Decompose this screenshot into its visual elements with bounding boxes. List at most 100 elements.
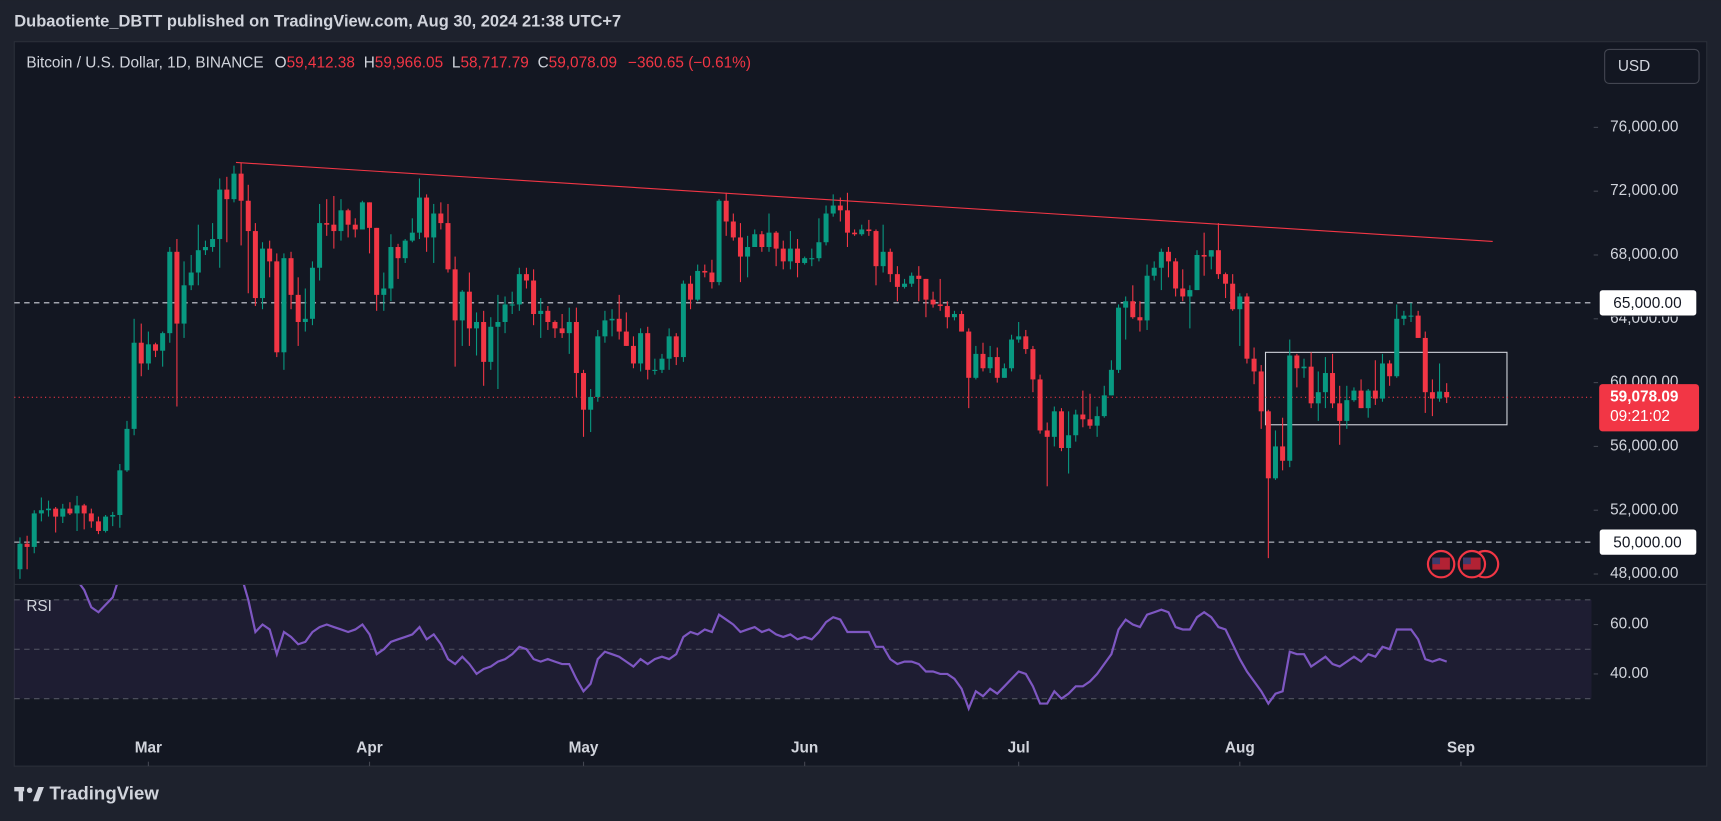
- candle-body: [352, 224, 358, 230]
- candle-body: [1016, 336, 1022, 340]
- legend-value: 58,717.79: [460, 55, 528, 72]
- candle-body: [987, 357, 993, 369]
- candle-body: [816, 242, 822, 259]
- legend-key: C: [538, 55, 549, 72]
- candle-body: [1230, 283, 1236, 310]
- x-tick-label: May: [569, 740, 599, 757]
- candle-body: [74, 505, 80, 514]
- chart-panel: [13, 41, 1708, 767]
- candle-body: [1009, 339, 1015, 369]
- rsi-name: RSI: [26, 598, 52, 615]
- candle-body: [745, 247, 751, 257]
- candle-body: [331, 224, 337, 232]
- candle-body: [438, 213, 444, 224]
- candle-body: [566, 321, 572, 334]
- candle-body: [795, 248, 801, 263]
- y-tick-label: 56,000.00: [1610, 437, 1678, 454]
- candle-body: [1223, 274, 1229, 284]
- candle-body: [709, 272, 715, 283]
- candle-body: [595, 336, 601, 397]
- candle-body: [538, 310, 544, 315]
- candle-body: [1365, 390, 1371, 409]
- last-price-box: [1599, 384, 1700, 432]
- candle-body: [552, 321, 558, 329]
- candle-body: [916, 275, 922, 279]
- candle-body: [288, 258, 294, 295]
- candle-body: [1244, 296, 1250, 359]
- candle-body: [402, 240, 408, 259]
- flag-icon: [1432, 557, 1441, 565]
- candle-body: [274, 261, 280, 353]
- rsi-tick-label: 60.00: [1610, 616, 1648, 633]
- candle-body: [1123, 301, 1129, 308]
- candle-body: [1237, 296, 1243, 310]
- candle-body: [937, 304, 943, 307]
- candle-body: [716, 200, 722, 283]
- y-tick-label: 76,000.00: [1610, 118, 1678, 135]
- candle-body: [1308, 366, 1314, 404]
- candle-body: [802, 258, 808, 263]
- legend-value: 59,966.05: [375, 55, 443, 72]
- candle-body: [523, 274, 529, 281]
- candle-body: [645, 333, 651, 370]
- candle-body: [1408, 315, 1414, 317]
- candle-body: [887, 251, 893, 275]
- candle-body: [1108, 369, 1114, 396]
- candle-body: [302, 318, 308, 322]
- candle-body: [1087, 419, 1093, 426]
- candle-body: [780, 248, 786, 262]
- candle-body: [1187, 290, 1193, 297]
- trend-line: [235, 161, 1493, 243]
- candle-body: [573, 321, 579, 374]
- x-tick-label: Jul: [1008, 740, 1030, 757]
- candle-body: [944, 306, 950, 318]
- candle-body: [923, 278, 929, 300]
- candle-body: [424, 197, 430, 238]
- x-tick-label: Aug: [1225, 740, 1255, 757]
- candle-body: [138, 342, 144, 364]
- logo-text: TradingView: [49, 783, 159, 804]
- candle-body: [452, 269, 458, 321]
- candle-body: [81, 505, 87, 514]
- candle-body: [1101, 395, 1107, 417]
- logo-mark: [26, 787, 33, 794]
- candle-body: [1037, 379, 1043, 431]
- candle-body: [1251, 358, 1257, 372]
- candle-body: [1073, 414, 1079, 436]
- candle-body: [1379, 363, 1385, 399]
- candle-body: [174, 251, 180, 324]
- candle-body: [488, 326, 494, 362]
- candle-body: [431, 213, 437, 238]
- candle-body: [630, 345, 636, 364]
- candle-body: [1116, 307, 1122, 370]
- candle-body: [1437, 391, 1443, 399]
- candle-body: [1351, 390, 1357, 401]
- candle-body: [388, 247, 394, 289]
- candle-body: [202, 247, 208, 251]
- candle-body: [1258, 371, 1264, 412]
- candle-body: [103, 516, 109, 531]
- currency-button[interactable]: [1604, 48, 1700, 84]
- range-box: [1264, 351, 1508, 426]
- candle-body: [359, 202, 365, 230]
- candle-body: [367, 202, 373, 228]
- candle-body: [1151, 267, 1157, 276]
- candle-body: [117, 470, 123, 516]
- candle-body: [1272, 446, 1278, 479]
- candle-body: [131, 342, 137, 429]
- candle-body: [1180, 288, 1186, 297]
- candle-body: [31, 513, 37, 547]
- currency-label[interactable]: USD: [1618, 58, 1650, 75]
- candle-body: [909, 275, 915, 284]
- candle-body: [24, 543, 30, 547]
- candle-body: [267, 248, 273, 262]
- candle-body: [1144, 275, 1150, 321]
- candle-body: [659, 358, 665, 370]
- candle-body: [324, 223, 330, 225]
- candle-body: [252, 231, 258, 299]
- logo: TradingView: [14, 783, 159, 804]
- candle-body: [381, 288, 387, 295]
- y-tick-label: 48,000.00: [1610, 565, 1678, 582]
- candle-body: [374, 227, 380, 295]
